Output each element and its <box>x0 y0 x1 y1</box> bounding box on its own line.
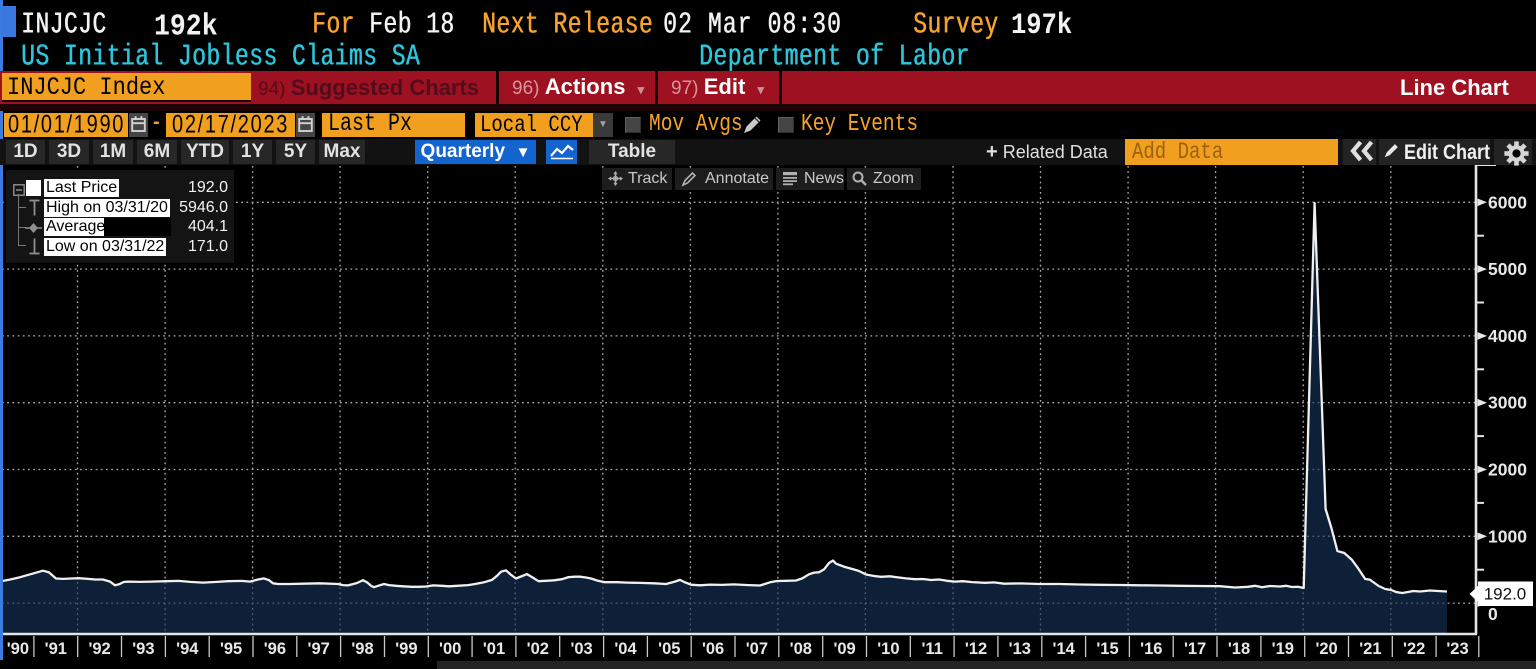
svg-text:'23: '23 <box>1446 640 1468 658</box>
svg-text:4000: 4000 <box>1488 326 1527 346</box>
svg-text:'09: '09 <box>833 640 855 658</box>
svg-text:'20: '20 <box>1315 640 1337 658</box>
svg-text:'10: '10 <box>877 640 899 658</box>
svg-text:'21: '21 <box>1359 640 1381 658</box>
svg-text:'18: '18 <box>1228 640 1250 658</box>
svg-text:'93: '93 <box>132 640 154 658</box>
svg-text:'99: '99 <box>395 640 417 658</box>
svg-text:0: 0 <box>1488 604 1498 624</box>
svg-text:'12: '12 <box>965 640 987 658</box>
svg-text:'04: '04 <box>614 640 637 658</box>
svg-text:'08: '08 <box>790 640 812 658</box>
svg-text:'11: '11 <box>922 640 943 658</box>
svg-text:'02: '02 <box>527 640 549 658</box>
svg-text:'15: '15 <box>1096 640 1118 658</box>
svg-text:'00: '00 <box>439 640 461 658</box>
svg-text:'92: '92 <box>88 640 110 658</box>
svg-text:'13: '13 <box>1009 640 1031 658</box>
svg-text:'96: '96 <box>264 640 286 658</box>
svg-text:'94: '94 <box>176 640 199 658</box>
svg-text:'16: '16 <box>1140 640 1162 658</box>
svg-text:6000: 6000 <box>1488 192 1527 212</box>
svg-text:2000: 2000 <box>1488 460 1527 480</box>
svg-text:5000: 5000 <box>1488 259 1527 279</box>
svg-text:'17: '17 <box>1184 640 1206 658</box>
svg-text:'90: '90 <box>7 640 29 658</box>
svg-text:3000: 3000 <box>1488 393 1527 413</box>
svg-text:'91: '91 <box>45 640 67 658</box>
svg-text:'95: '95 <box>220 640 242 658</box>
svg-text:'98: '98 <box>351 640 373 658</box>
svg-text:'19: '19 <box>1272 640 1294 658</box>
svg-text:192.0: 192.0 <box>1484 585 1527 604</box>
svg-text:'01: '01 <box>483 640 505 658</box>
svg-text:'14: '14 <box>1053 640 1076 658</box>
svg-text:'07: '07 <box>746 640 768 658</box>
svg-text:'22: '22 <box>1403 640 1425 658</box>
svg-text:'05: '05 <box>658 640 680 658</box>
svg-text:'06: '06 <box>702 640 724 658</box>
svg-text:'97: '97 <box>308 640 330 658</box>
svg-text:1000: 1000 <box>1488 526 1527 546</box>
svg-text:'03: '03 <box>570 640 592 658</box>
